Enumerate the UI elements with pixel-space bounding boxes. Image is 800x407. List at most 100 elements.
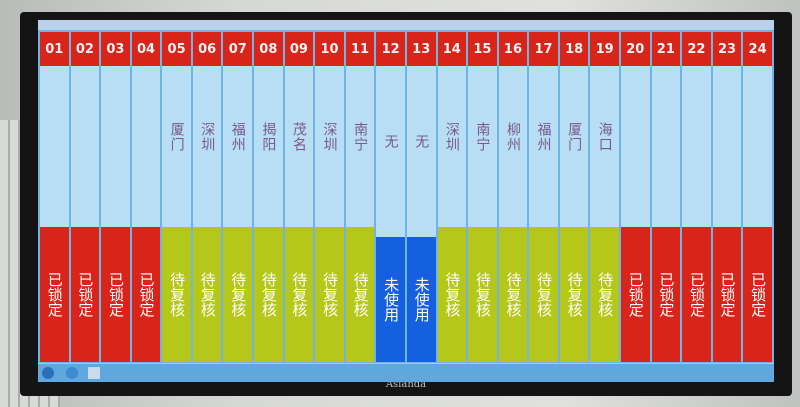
slot-city: 南宁 (352, 121, 369, 152)
slot-number: 03 (101, 32, 130, 66)
slot-status-pending: 待复核 (315, 227, 344, 362)
slot-number: 18 (559, 32, 589, 66)
slot-column-14[interactable]: 14 深圳待复核 (437, 32, 467, 362)
slot-status-unused: 未使用 (406, 237, 436, 362)
app-window-icon[interactable] (88, 367, 100, 379)
slot-number: 06 (192, 32, 222, 66)
slot-column-01[interactable]: 01 已锁定 (40, 32, 69, 362)
slot-number: 12 (376, 32, 405, 66)
slot-city (682, 66, 711, 227)
slot-city: 无 (382, 134, 399, 149)
slot-columns: 01 已锁定 02 已锁定 03 已锁定 04 已锁定 05 厦门 待复核 06 深圳 待复核 07 福州 待复… (40, 32, 772, 362)
slot-status-pending: 待复核 (192, 227, 222, 362)
slot-column-19[interactable]: 19 海口待复核 (590, 32, 619, 362)
slot-status-locked: 已锁定 (682, 227, 711, 362)
slot-city: 厦门 (168, 121, 185, 152)
slot-column-21[interactable]: 21 已锁定 (651, 32, 681, 362)
slot-status-locked: 已锁定 (131, 227, 161, 362)
screen: 01 已锁定 02 已锁定 03 已锁定 04 已锁定 05 厦门 待复核 06 深圳 待复核 07 福州 待复… (38, 20, 774, 382)
slot-column-07[interactable]: 07 福州待复核 (223, 32, 253, 362)
slot-city: 海口 (596, 121, 613, 152)
slot-column-06[interactable]: 06 深圳待复核 (192, 32, 222, 362)
slot-column-12[interactable]: 12 无未使用 (376, 32, 405, 362)
slot-city: 福州 (535, 121, 552, 152)
slot-column-02[interactable]: 02 已锁定 (70, 32, 100, 362)
slot-column-15[interactable]: 15 南宁待复核 (468, 32, 497, 362)
slot-city: 深圳 (443, 121, 460, 152)
slot-city: 福州 (229, 121, 246, 152)
slot-column-17[interactable]: 17 福州待复核 (529, 32, 558, 362)
slot-status-pending: 待复核 (437, 227, 467, 362)
monitor-brand-logo: Asianda (385, 379, 427, 390)
slot-city: 柳州 (504, 121, 521, 152)
slot-city (652, 66, 681, 227)
slot-column-08[interactable]: 08 揭阳待复核 (254, 32, 283, 362)
slot-status-pending: 待复核 (254, 227, 283, 362)
slot-status-pending: 待复核 (498, 227, 528, 362)
slot-column-11[interactable]: 11 南宁待复核 (345, 32, 375, 362)
slot-status-pending: 待复核 (590, 227, 619, 362)
slot-city: 揭阳 (260, 121, 277, 152)
slot-status-locked: 已锁定 (101, 227, 130, 362)
slot-city: 茂名 (290, 121, 307, 152)
slot-status-unused: 未使用 (376, 237, 405, 362)
slot-number: 05 (162, 32, 191, 66)
slot-number: 16 (498, 32, 528, 66)
slot-number: 02 (70, 32, 100, 66)
slot-number: 11 (345, 32, 375, 66)
slot-number: 20 (620, 32, 650, 66)
slot-number: 15 (468, 32, 497, 66)
slot-number: 22 (682, 32, 711, 66)
slot-column-23[interactable]: 23 已锁定 (712, 32, 742, 362)
slot-status-pending: 待复核 (345, 227, 375, 362)
slot-number: 07 (223, 32, 253, 66)
slot-number: 23 (712, 32, 742, 66)
slot-city: 深圳 (199, 121, 216, 152)
slot-city (743, 66, 772, 227)
slot-number: 19 (590, 32, 619, 66)
slot-city: 无 (413, 134, 430, 149)
slot-column-09[interactable]: 09 茂名待复核 (284, 32, 314, 362)
slot-number: 21 (651, 32, 681, 66)
slot-status-locked: 已锁定 (651, 227, 681, 362)
slot-column-05[interactable]: 05 厦门待复核 (162, 32, 191, 362)
slot-city (40, 66, 69, 227)
window-titlebar (38, 20, 774, 30)
slot-column-03[interactable]: 03 已锁定 (101, 32, 130, 362)
slot-status-locked: 已锁定 (743, 227, 772, 362)
slot-city (101, 66, 130, 227)
slot-column-18[interactable]: 18 厦门待复核 (559, 32, 589, 362)
start-button-icon[interactable] (42, 367, 54, 379)
slot-city: 深圳 (321, 121, 338, 152)
slot-number: 09 (284, 32, 314, 66)
slot-number: 10 (315, 32, 344, 66)
slot-status-pending: 待复核 (284, 227, 314, 362)
slot-column-16[interactable]: 16 柳州待复核 (498, 32, 528, 362)
slot-city: 南宁 (474, 121, 491, 152)
slot-number: 01 (40, 32, 69, 66)
slot-status-pending: 待复核 (468, 227, 497, 362)
slot-column-20[interactable]: 20 已锁定 (620, 32, 650, 362)
slot-status-locked: 已锁定 (712, 227, 742, 362)
slot-column-13[interactable]: 13 无未使用 (406, 32, 436, 362)
slot-number: 08 (254, 32, 283, 66)
slot-number: 13 (406, 32, 436, 66)
slot-number: 14 (437, 32, 467, 66)
slot-status-pending: 待复核 (559, 227, 589, 362)
slot-status-pending: 待复核 (529, 227, 558, 362)
slot-column-22[interactable]: 22 已锁定 (682, 32, 711, 362)
slot-status-pending: 待复核 (223, 227, 253, 362)
slot-city (71, 66, 100, 227)
slot-status-locked: 已锁定 (40, 227, 69, 362)
slot-number: 17 (529, 32, 558, 66)
slot-status-locked: 已锁定 (70, 227, 100, 362)
slot-number: 24 (743, 32, 772, 66)
slot-column-04[interactable]: 04 已锁定 (131, 32, 161, 362)
browser-icon[interactable] (66, 367, 78, 379)
slot-city: 厦门 (566, 121, 583, 152)
taskbar (38, 363, 774, 382)
slot-column-10[interactable]: 10 深圳待复核 (315, 32, 344, 362)
slot-city (621, 66, 650, 227)
slot-column-24[interactable]: 24 已锁定 (743, 32, 772, 362)
slot-status-pending: 待复核 (162, 227, 191, 362)
